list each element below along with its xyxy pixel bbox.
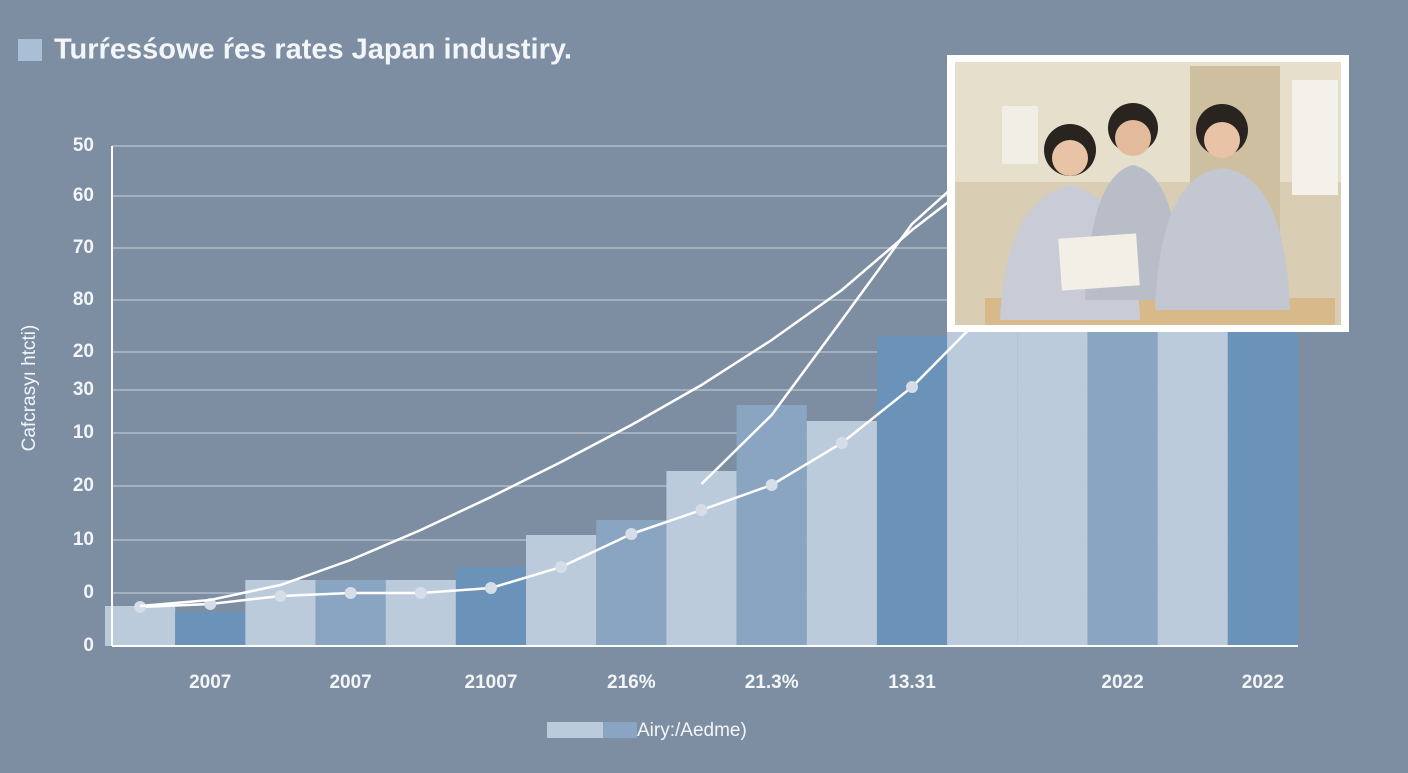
title-swatch <box>18 39 42 61</box>
line-marker <box>414 587 427 599</box>
x-tick-label: 2022 <box>1242 672 1284 693</box>
x-tick-label: 2022 <box>1101 672 1143 693</box>
bar <box>455 567 527 646</box>
legend-swatch <box>547 722 603 738</box>
y-tick-label: 0 <box>83 582 94 603</box>
y-tick-label: 30 <box>73 379 94 400</box>
line <box>139 175 983 608</box>
y-tick-label: 20 <box>73 475 94 496</box>
plot: 0 0 10 20 10 30 20 80 70 60 50 2007 2007 21007 216% 21.… <box>73 135 1298 693</box>
line-marker <box>134 601 147 613</box>
x-tick-label: 21.3% <box>745 672 799 693</box>
bar <box>1157 271 1228 646</box>
y-tick-label: 60 <box>73 185 94 206</box>
y-tick-label: 80 <box>73 289 94 310</box>
bar <box>596 520 667 646</box>
legend-label: Airy:/Aedme) <box>637 720 747 741</box>
chart-title: Turŕesśowe ŕes rates Japan industiry. <box>54 34 572 66</box>
line-marker <box>484 582 497 594</box>
line-marker <box>555 561 568 573</box>
line <box>700 160 984 485</box>
y-tick-label: 0 <box>83 635 94 656</box>
x-tick-label: 21007 <box>465 672 518 693</box>
y-tick-label: 20 <box>73 341 94 362</box>
bar <box>947 286 1018 646</box>
line-marker <box>344 587 357 599</box>
x-tick-label: 216% <box>607 672 656 693</box>
line-marker <box>695 504 708 516</box>
y-axis-label: Cafcrasyı htcti) <box>19 325 40 452</box>
bar <box>666 471 737 646</box>
bar <box>736 405 807 646</box>
y-tick-label: 10 <box>73 529 94 550</box>
line-marker <box>765 479 778 491</box>
line-marker <box>835 437 848 449</box>
y-tick-label: 10 <box>73 422 94 443</box>
line-marker <box>625 528 638 540</box>
bar <box>526 535 597 646</box>
photo <box>947 55 1349 332</box>
line-marker <box>274 590 287 602</box>
bar <box>1087 281 1158 646</box>
line-marker <box>906 381 919 393</box>
y-tick-label: 50 <box>73 135 94 156</box>
x-tick-label: 2007 <box>329 672 371 693</box>
bar <box>175 612 246 646</box>
x-tick-label: 2007 <box>189 672 231 693</box>
y-tick-label: 70 <box>73 237 94 258</box>
legend-swatch <box>603 722 637 738</box>
bar <box>806 421 877 646</box>
bar <box>1017 296 1088 646</box>
x-tick-label: 13.31 <box>888 672 936 693</box>
